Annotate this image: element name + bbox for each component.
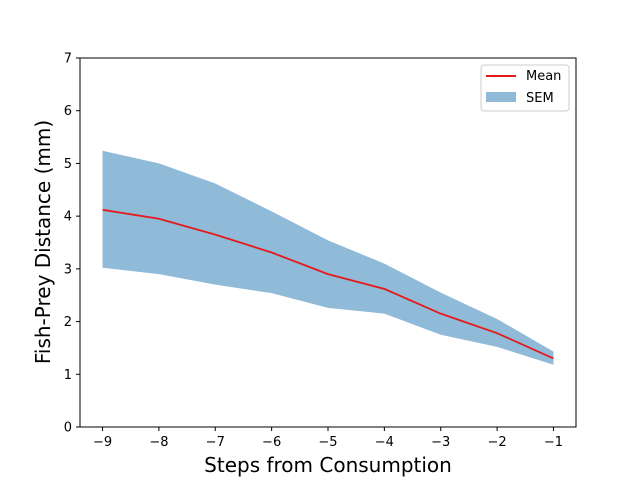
y-tick-label: 6 <box>64 104 72 119</box>
y-axis-ticks: 0 1 2 3 4 5 6 7 <box>64 52 80 436</box>
x-axis-ticks: −9 −8 −7 −6 −5 −4 −3 −2 −1 <box>93 427 563 450</box>
mean-line <box>102 208 554 360</box>
legend-sem-label: SEM <box>526 91 554 106</box>
x-tick-label: −2 <box>488 435 507 450</box>
sem-band <box>102 150 554 365</box>
y-tick-label: 5 <box>64 157 72 172</box>
x-tick-label: −6 <box>262 435 281 450</box>
x-tick-label: −3 <box>431 435 450 450</box>
legend-sem-swatch <box>486 92 516 102</box>
y-tick-label: 1 <box>64 368 72 383</box>
y-tick-label: 0 <box>64 421 72 436</box>
legend: Mean SEM <box>480 64 570 112</box>
x-tick-label: −4 <box>375 435 394 450</box>
y-tick-label: 3 <box>64 262 72 277</box>
y-tick-label: 7 <box>64 52 72 67</box>
y-tick-label: 2 <box>64 315 72 330</box>
x-tick-label: −8 <box>149 435 168 450</box>
x-tick-label: −5 <box>318 435 337 450</box>
x-tick-label: −9 <box>93 435 112 450</box>
x-tick-label: −7 <box>206 435 225 450</box>
y-axis-label: Fish-Prey Distance (mm) <box>31 120 55 364</box>
line-layer <box>102 208 554 360</box>
legend-mean-label: Mean <box>526 69 561 84</box>
x-tick-label: −1 <box>544 435 563 450</box>
band-layer <box>102 150 554 365</box>
x-axis-label: Steps from Consumption <box>204 453 452 477</box>
y-tick-label: 4 <box>64 210 72 225</box>
